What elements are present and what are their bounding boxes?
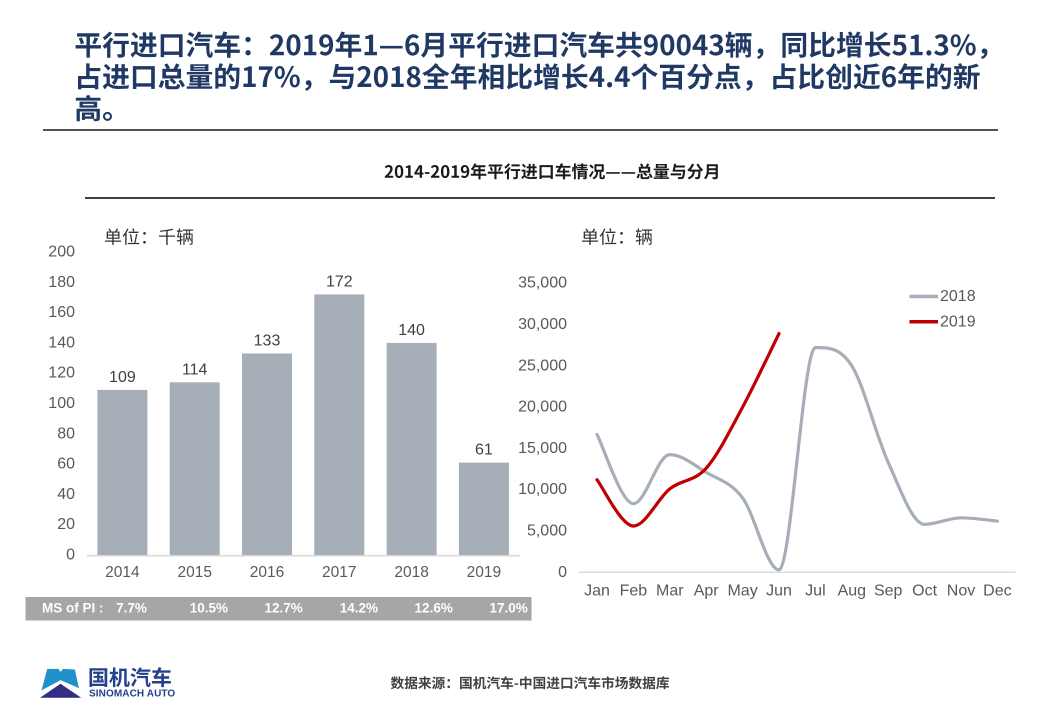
svg-text:133: 133 bbox=[254, 333, 281, 350]
svg-text:Apr: Apr bbox=[694, 583, 720, 600]
svg-text:SINOMACH AUTO: SINOMACH AUTO bbox=[89, 689, 175, 700]
svg-text:2015: 2015 bbox=[177, 564, 211, 581]
svg-text:61: 61 bbox=[475, 442, 493, 459]
svg-text:2018: 2018 bbox=[940, 288, 976, 305]
svg-text:2016: 2016 bbox=[250, 564, 284, 581]
svg-text:May: May bbox=[727, 583, 757, 600]
svg-text:140: 140 bbox=[398, 322, 425, 339]
svg-text:Jan: Jan bbox=[584, 583, 610, 600]
svg-text:10.5%: 10.5% bbox=[190, 600, 228, 615]
svg-text:10,000: 10,000 bbox=[518, 481, 567, 498]
svg-text:2019: 2019 bbox=[940, 313, 976, 330]
svg-text:15,000: 15,000 bbox=[518, 440, 567, 457]
svg-text:120: 120 bbox=[48, 365, 75, 382]
svg-text:100: 100 bbox=[48, 395, 75, 412]
svg-text:Oct: Oct bbox=[912, 583, 937, 600]
svg-text:7.7%: 7.7% bbox=[116, 600, 147, 615]
svg-text:160: 160 bbox=[48, 304, 75, 321]
svg-text:Jun: Jun bbox=[766, 583, 792, 600]
svg-text:17.0%: 17.0% bbox=[489, 600, 527, 615]
svg-text:14.2%: 14.2% bbox=[340, 600, 378, 615]
svg-text:20,000: 20,000 bbox=[518, 399, 567, 416]
svg-text:30,000: 30,000 bbox=[518, 316, 567, 333]
svg-text:Feb: Feb bbox=[620, 583, 648, 600]
svg-text:Aug: Aug bbox=[838, 583, 866, 600]
svg-text:Dec: Dec bbox=[983, 583, 1011, 600]
svg-text:60: 60 bbox=[57, 456, 75, 473]
svg-text:35,000: 35,000 bbox=[518, 275, 567, 292]
svg-text:40: 40 bbox=[57, 486, 75, 503]
svg-text:2014: 2014 bbox=[105, 564, 140, 581]
svg-text:0: 0 bbox=[66, 547, 75, 564]
svg-text:172: 172 bbox=[326, 273, 353, 290]
svg-text:5,000: 5,000 bbox=[527, 523, 567, 540]
svg-text:Nov: Nov bbox=[947, 583, 975, 600]
svg-text:80: 80 bbox=[57, 425, 75, 442]
svg-text:180: 180 bbox=[48, 274, 75, 291]
svg-text:20: 20 bbox=[57, 516, 75, 533]
svg-text:140: 140 bbox=[48, 334, 75, 351]
svg-text:109: 109 bbox=[109, 369, 136, 386]
svg-text:2017: 2017 bbox=[322, 564, 356, 581]
svg-text:MS of PI :: MS of PI : bbox=[42, 600, 104, 615]
svg-text:Sep: Sep bbox=[874, 583, 903, 600]
svg-text:200: 200 bbox=[48, 244, 75, 261]
svg-text:Jul: Jul bbox=[805, 583, 825, 600]
svg-text:12.7%: 12.7% bbox=[264, 600, 302, 615]
svg-text:0: 0 bbox=[558, 564, 567, 581]
svg-text:114: 114 bbox=[182, 361, 208, 378]
svg-text:2019: 2019 bbox=[467, 564, 501, 581]
svg-text:12.6%: 12.6% bbox=[415, 600, 453, 615]
svg-text:25,000: 25,000 bbox=[518, 357, 567, 374]
svg-text:2018: 2018 bbox=[394, 564, 428, 581]
svg-text:Mar: Mar bbox=[656, 583, 684, 600]
